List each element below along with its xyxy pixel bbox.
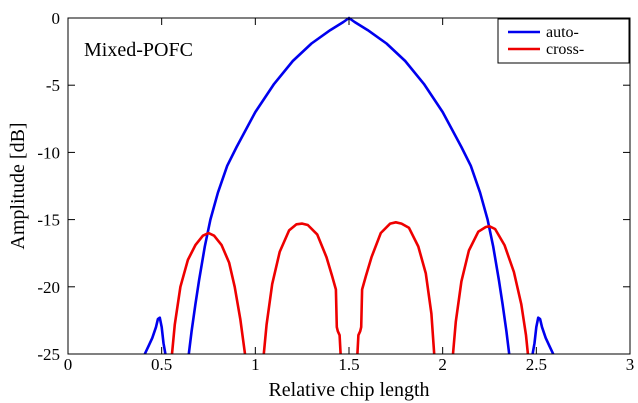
y-tick-label: 0 <box>52 9 61 28</box>
x-tick-label: 1 <box>251 355 260 374</box>
legend-label: auto- <box>546 24 579 41</box>
y-tick-label: -5 <box>46 76 60 95</box>
series-line-cross <box>451 225 530 355</box>
y-tick-label: -25 <box>37 345 60 364</box>
x-tick-label: 3 <box>626 355 635 374</box>
series-line-auto <box>143 316 167 355</box>
y-tick-label: -15 <box>37 211 60 230</box>
x-tick-label: 2.5 <box>526 355 547 374</box>
series-line-auto <box>531 316 555 355</box>
series-line-cross <box>356 221 436 355</box>
axis-ticks: 0 0.5 1 1.5 2 2.5 3 0 -5 -10 -15 -20 -25 <box>37 9 634 374</box>
legend-box <box>497 18 630 64</box>
y-tick-label: -20 <box>37 278 60 297</box>
y-tick-label: -10 <box>37 143 60 162</box>
x-tick-label: 0 <box>64 355 73 374</box>
legend: auto-cross- <box>497 18 630 64</box>
y-axis-label: Amplitude [dB] <box>7 122 29 249</box>
x-tick-label: 2 <box>438 355 447 374</box>
series-line-cross <box>262 222 342 355</box>
chart-annotation: Mixed-POFC <box>84 39 193 61</box>
plot-frame <box>67 17 631 355</box>
x-axis-label: Relative chip length <box>268 379 429 401</box>
plot-lines <box>143 16 555 355</box>
x-tick-label: 1.5 <box>338 355 359 374</box>
x-tick-label: 0.5 <box>151 355 172 374</box>
legend-label: cross- <box>546 41 584 58</box>
series-line-cross <box>170 231 247 355</box>
